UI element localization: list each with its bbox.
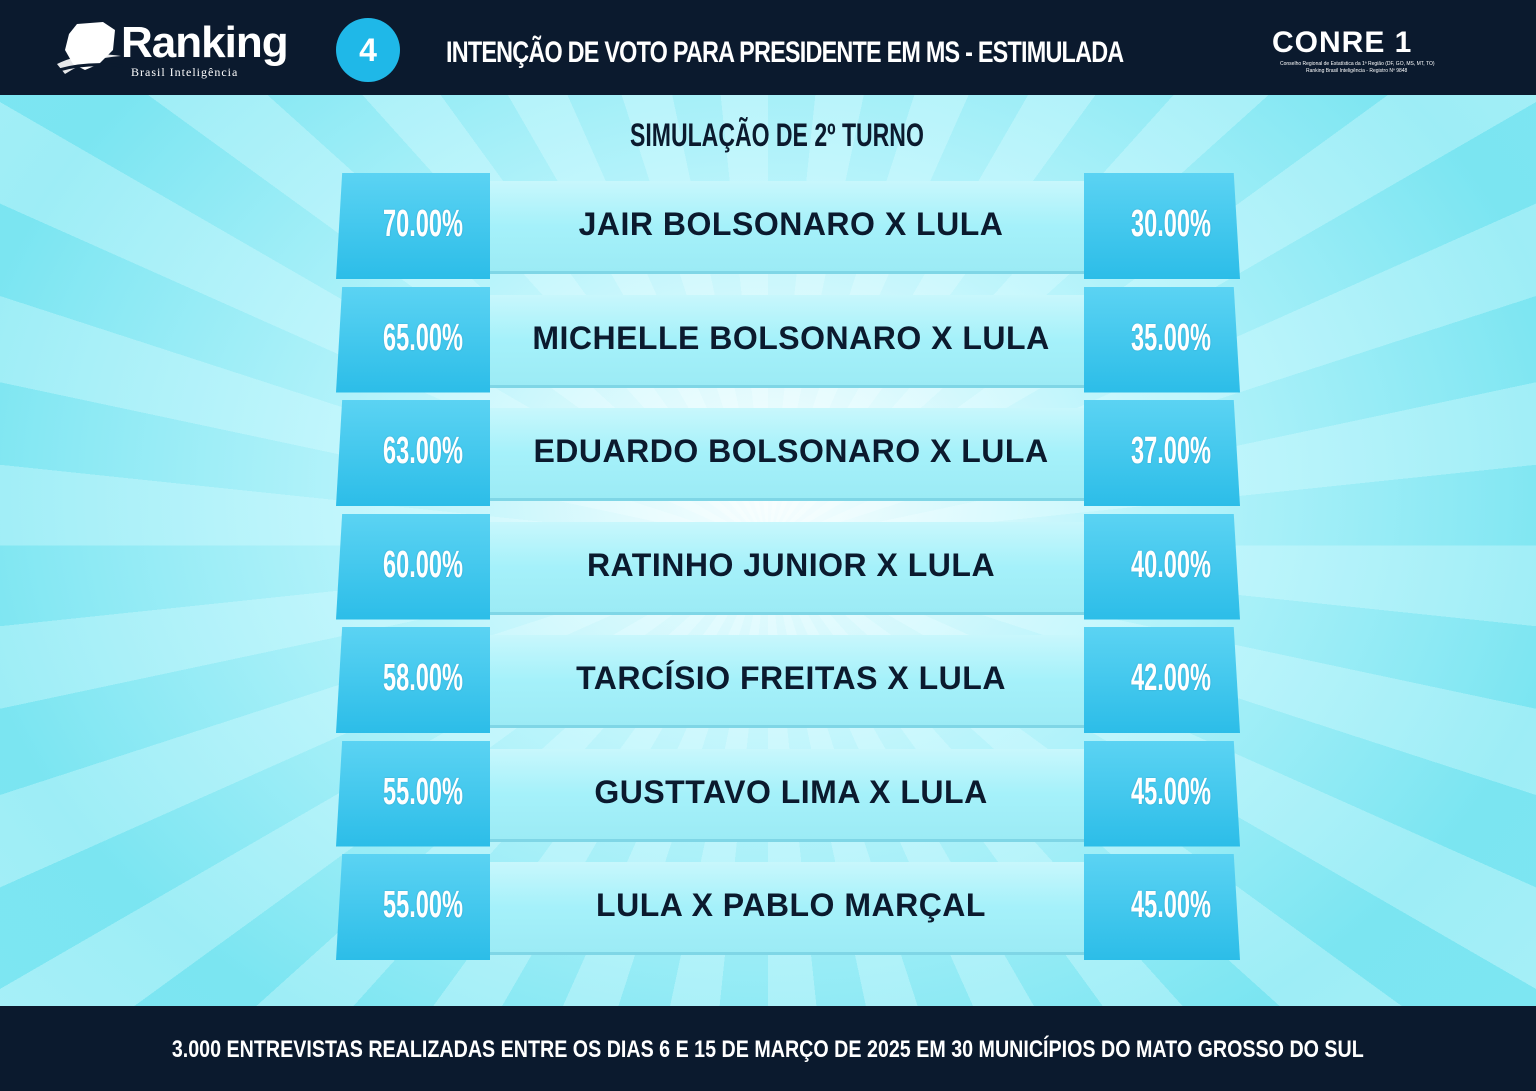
logo-subtext: Brasil Inteligência xyxy=(131,65,239,79)
conre-logo-text: CONRE 1 xyxy=(1272,26,1413,59)
left-percent-tab xyxy=(336,740,490,847)
right-percent-tab xyxy=(1084,627,1240,733)
matchup-row: 70.00% 30.00% JAIR BOLSONARO X LULA xyxy=(336,173,1240,279)
matchup-strip xyxy=(476,862,1106,955)
ranking-brazil-map-icon xyxy=(57,22,124,74)
left-percent-label: 65.00% xyxy=(383,316,463,359)
matchup-row: 55.00% 45.00% LULA X PABLO MARÇAL xyxy=(336,854,1240,960)
left-percent-tab xyxy=(336,173,490,279)
matchup-strip xyxy=(476,181,1106,274)
conre-logo: CONRE 1 Conselho Regional de Estatística… xyxy=(1272,26,1452,76)
page-title: INTENÇÃO DE VOTO PARA PRESIDENTE EM MS -… xyxy=(446,36,1124,69)
header-bar: Ranking Brasil Inteligência 4 INTENÇÃO D… xyxy=(0,0,1536,95)
matchup-row: 65.00% 35.00% MICHELLE BOLSONARO X LULA xyxy=(336,286,1240,393)
matchup-label: JAIR BOLSONARO X LULA xyxy=(578,206,1004,242)
left-percent-label: 58.00% xyxy=(383,657,463,699)
matchup-strip xyxy=(476,748,1106,842)
matchup-strip xyxy=(476,635,1106,728)
footer-bar xyxy=(0,1006,1536,1091)
conre-subtext-line1: Conselho Regional de Estatística da 1ª R… xyxy=(1280,61,1435,67)
logo-text: Ranking xyxy=(121,18,289,67)
matchup-strip xyxy=(476,408,1106,501)
footer-note-text: 3.000 ENTREVISTAS REALIZADAS ENTRE OS DI… xyxy=(172,1036,1364,1063)
right-percent-tab xyxy=(1084,173,1240,279)
left-percent-tab xyxy=(336,854,490,960)
right-percent-label: 45.00% xyxy=(1131,770,1211,813)
right-percent-label: 37.00% xyxy=(1131,430,1211,472)
right-percent-tab xyxy=(1084,740,1240,847)
matchup-row: 58.00% 42.00% TARCÍSIO FREITAS X LULA xyxy=(336,627,1240,733)
footer-note: 3.000 ENTREVISTAS REALIZADAS ENTRE OS DI… xyxy=(0,1036,1536,1064)
matchup-label: GUSTTAVO LIMA X LULA xyxy=(594,773,988,810)
matchup-label: LULA X PABLO MARÇAL xyxy=(596,887,986,923)
chart-subtitle: SIMULAÇÃO DE 2º TURNO xyxy=(630,117,924,153)
matchup-strip xyxy=(476,294,1106,388)
left-percent-tab xyxy=(336,286,490,393)
right-percent-label: 42.00% xyxy=(1131,657,1211,699)
matchup-label: MICHELLE BOLSONARO X LULA xyxy=(532,319,1050,356)
left-percent-label: 60.00% xyxy=(383,543,463,586)
right-percent-label: 40.00% xyxy=(1131,543,1211,586)
matchup-row: 60.00% 40.00% RATINHO JUNIOR X LULA xyxy=(336,513,1240,620)
left-percent-tab xyxy=(336,513,490,620)
matchup-label: RATINHO JUNIOR X LULA xyxy=(586,546,996,583)
ranking-logo: Ranking Brasil Inteligência xyxy=(55,18,289,80)
left-percent-label: 63.00% xyxy=(383,430,463,472)
matchup-label: EDUARDO BOLSONARO X LULA xyxy=(533,433,1049,469)
conre-subtext-line2: Ranking Brasil Inteligência - Registro N… xyxy=(1306,68,1408,74)
matchup-label: TARCÍSIO FREITAS X LULA xyxy=(576,660,1006,696)
left-percent-label: 55.00% xyxy=(383,884,463,926)
right-percent-label: 45.00% xyxy=(1131,884,1211,926)
left-percent-tab xyxy=(336,400,490,506)
matchup-row: 63.00% 37.00% EDUARDO BOLSONARO X LULA xyxy=(336,400,1240,506)
right-percent-tab xyxy=(1084,854,1240,960)
left-percent-tab xyxy=(336,627,490,733)
matchup-strip xyxy=(476,521,1106,615)
right-percent-tab xyxy=(1084,513,1240,620)
left-percent-label: 55.00% xyxy=(383,770,463,813)
slide-number-badge: 4 xyxy=(336,18,400,82)
right-percent-tab xyxy=(1084,400,1240,506)
matchup-row: 55.00% 45.00% GUSTTAVO LIMA X LULA xyxy=(336,740,1240,847)
right-percent-label: 35.00% xyxy=(1131,316,1211,359)
right-percent-label: 30.00% xyxy=(1131,203,1211,245)
left-percent-label: 70.00% xyxy=(383,203,463,245)
right-percent-tab xyxy=(1084,286,1240,393)
